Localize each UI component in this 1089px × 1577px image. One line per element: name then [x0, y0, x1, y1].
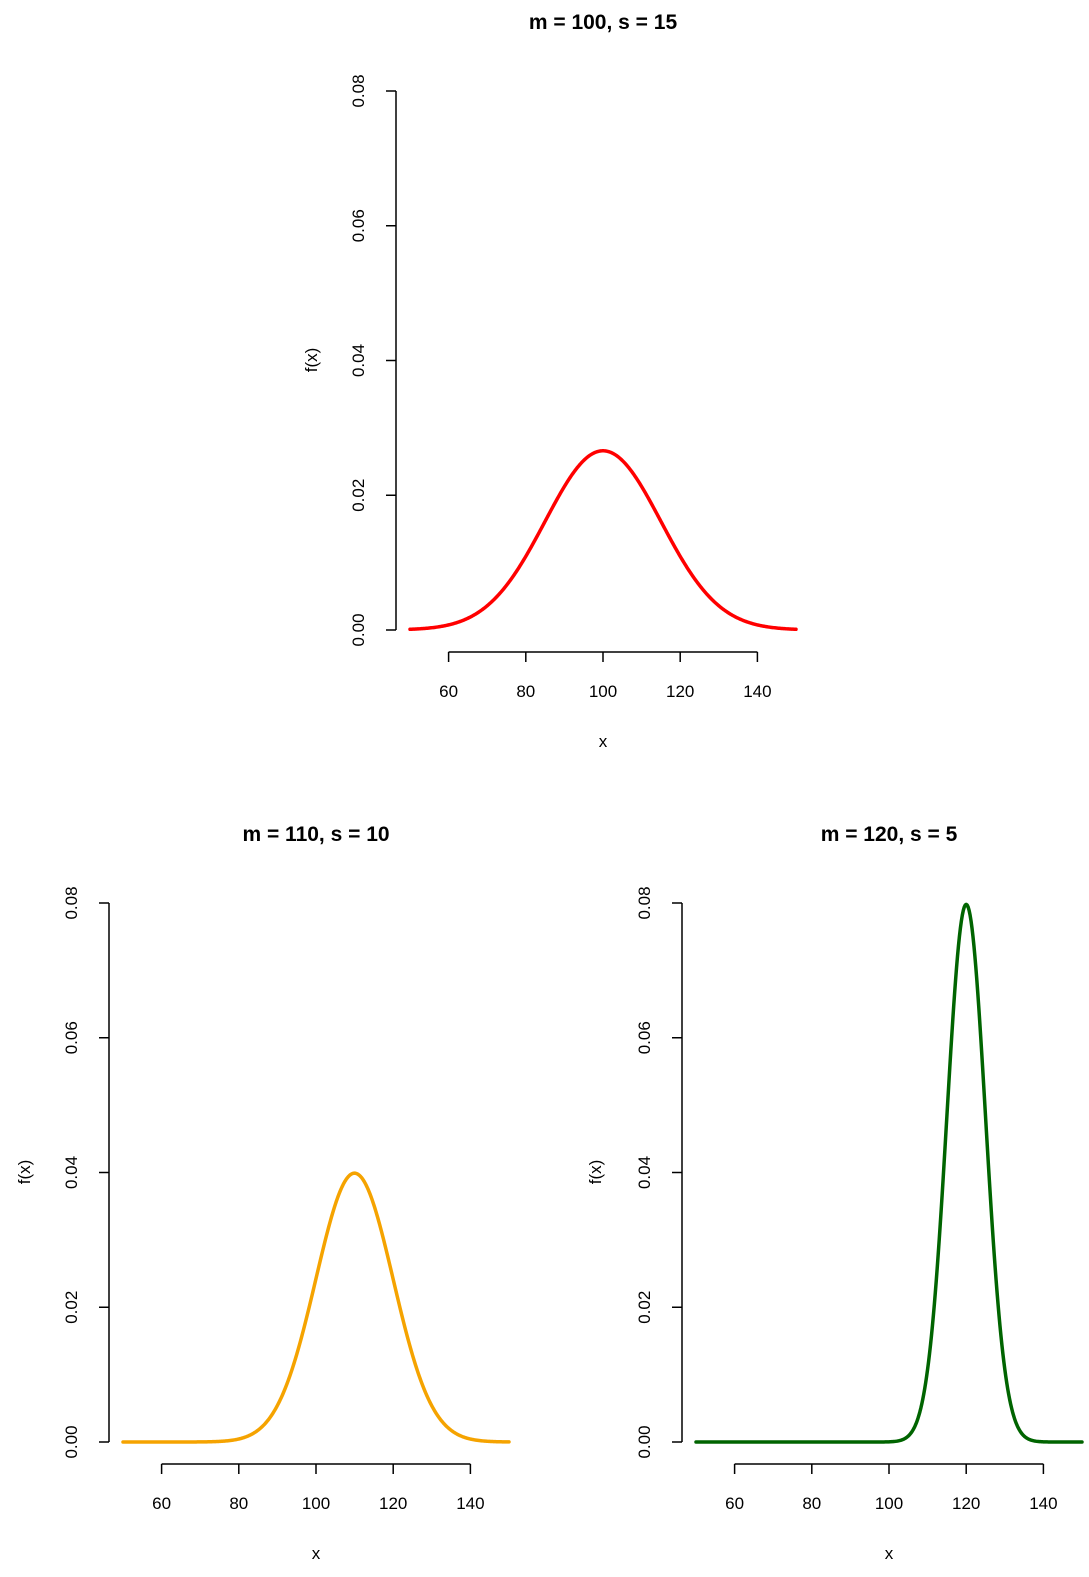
x-tick-label: 80 — [802, 1494, 821, 1513]
x-tick-label: 140 — [456, 1494, 484, 1513]
y-tick-label: 0.02 — [349, 479, 368, 512]
y-tick-label: 0.06 — [349, 209, 368, 242]
chart-top: m = 100, s = 15 x f(x) 60 80 100 120 140 0.00… — [302, 11, 798, 751]
y-axis-label: f(x) — [302, 348, 321, 373]
density-curve — [694, 902, 1084, 1444]
y-tick-label: 0.08 — [349, 74, 368, 107]
chart-title: m = 100, s = 15 — [529, 11, 678, 34]
x-tick-label: 60 — [439, 682, 458, 701]
x-tick-label: 140 — [1029, 1494, 1057, 1513]
x-tick-label: 80 — [516, 682, 535, 701]
y-tick-label: 0.04 — [62, 1156, 81, 1189]
x-axis-label: x — [599, 732, 608, 751]
x-tick-label: 100 — [875, 1494, 903, 1513]
x-tick-label: 100 — [302, 1494, 330, 1513]
y-tick-label: 0.06 — [62, 1021, 81, 1054]
y-tick-label: 0.00 — [62, 1425, 81, 1458]
chart-bottom-left: m = 110, s = 10 x f(x) 60 80 100 120 140 0.00… — [15, 823, 511, 1563]
y-tick-label: 0.06 — [635, 1021, 654, 1054]
x-axis-label: x — [885, 1544, 894, 1563]
density-curve — [121, 1171, 511, 1444]
y-tick-label: 0.02 — [62, 1291, 81, 1324]
x-tick-label: 120 — [379, 1494, 407, 1513]
y-tick-label: 0.08 — [62, 886, 81, 919]
x-axis-label: x — [312, 1544, 321, 1563]
y-tick-label: 0.04 — [635, 1156, 654, 1189]
x-tick-label: 140 — [743, 682, 771, 701]
x-tick-label: 60 — [725, 1494, 744, 1513]
chart-title: m = 120, s = 5 — [821, 823, 958, 846]
x-tick-label: 120 — [666, 682, 694, 701]
x-tick-label: 80 — [229, 1494, 248, 1513]
y-axis-label: f(x) — [15, 1160, 34, 1185]
y-axis-label: f(x) — [586, 1160, 605, 1185]
chart-bottom-right: m = 120, s = 5 x f(x) 60 80 100 120 140 0.00 0… — [586, 823, 1084, 1563]
y-tick-label: 0.00 — [635, 1425, 654, 1458]
y-tick-label: 0.00 — [349, 613, 368, 646]
x-tick-label: 120 — [952, 1494, 980, 1513]
chart-title: m = 110, s = 10 — [242, 823, 389, 846]
y-tick-label: 0.04 — [349, 344, 368, 377]
density-curve — [408, 449, 798, 632]
y-tick-label: 0.08 — [635, 886, 654, 919]
y-tick-label: 0.02 — [635, 1291, 654, 1324]
x-tick-label: 60 — [152, 1494, 171, 1513]
x-tick-label: 100 — [589, 682, 617, 701]
